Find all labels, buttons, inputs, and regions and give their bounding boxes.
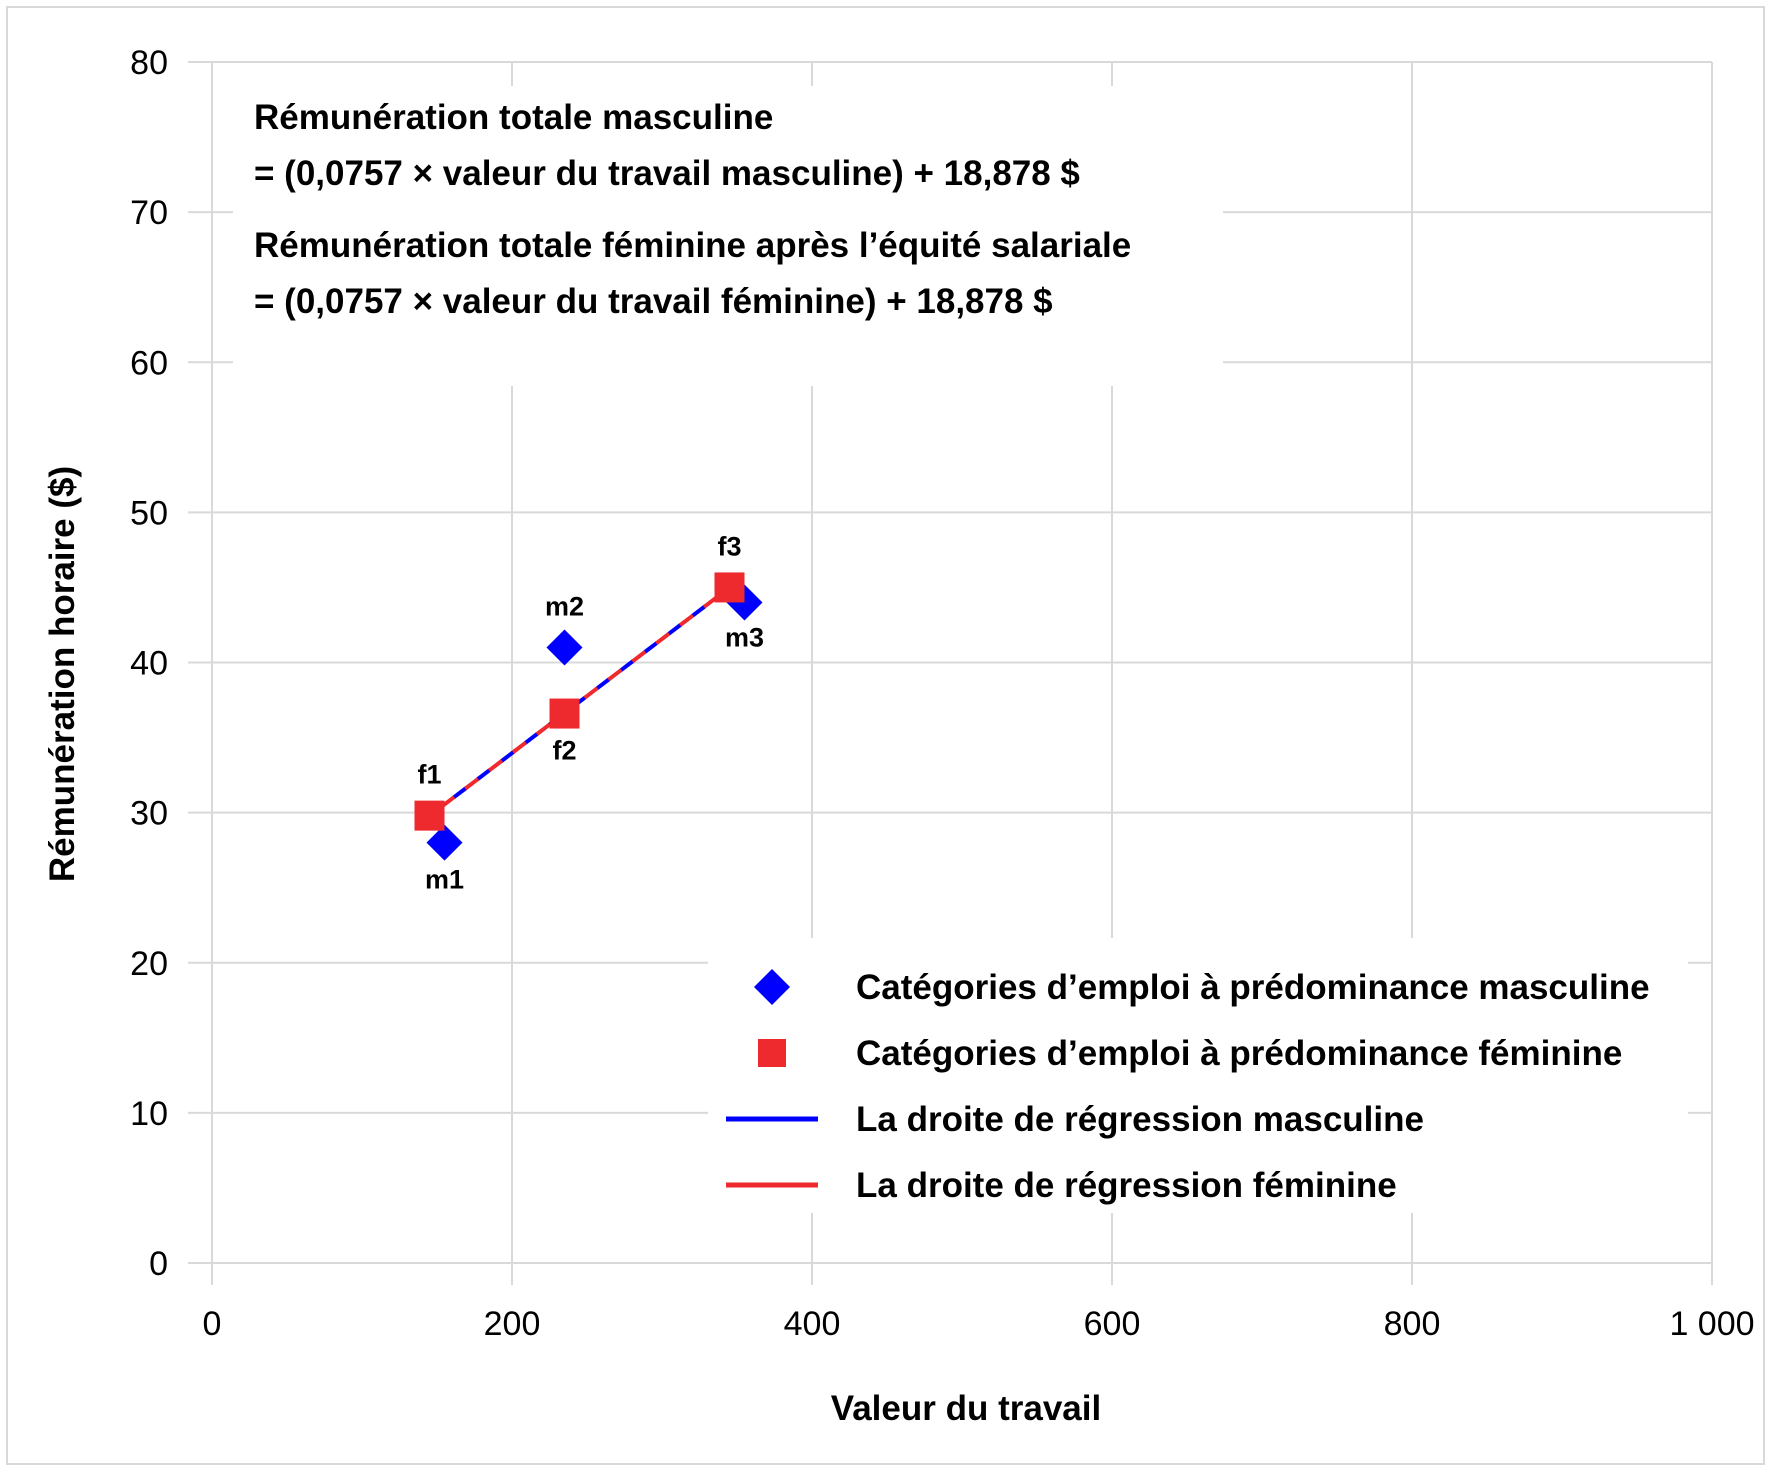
y-tick-label: 40 <box>130 645 168 683</box>
point-labels: m1 m2 m3 f1 f2 f3 <box>417 531 764 894</box>
y-tick-label: 60 <box>130 344 168 382</box>
point-label: m1 <box>425 865 464 895</box>
chart-frame: Rémunération totale masculine = (0,0757 … <box>6 6 1765 1465</box>
legend-entry-male-regression-label: La droite de régression masculine <box>856 1100 1424 1139</box>
legend-entry-female-categories-label: Catégories d’emploi à prédominance fémin… <box>856 1034 1622 1073</box>
y-tick-label: 80 <box>130 44 168 82</box>
male-diamond-marker <box>426 824 463 861</box>
y-tick-label: 0 <box>149 1245 168 1283</box>
annotation-line-1: Rémunération totale masculine <box>254 98 773 137</box>
annotation-line-3: Rémunération totale féminine après l’équ… <box>254 226 1131 265</box>
y-tick-label: 50 <box>130 494 168 532</box>
data-markers <box>414 572 763 861</box>
male-diamond-marker <box>546 629 583 666</box>
point-label: m2 <box>545 591 584 621</box>
legend-entry-female-regression-label: La droite de régression féminine <box>856 1166 1397 1205</box>
y-tick-label: 10 <box>130 1095 168 1133</box>
female-square-marker <box>714 572 745 603</box>
annotation-line-2: = (0,0757 × valeur du travail masculine)… <box>254 154 1080 193</box>
legend-background <box>708 938 1688 1213</box>
point-label: m3 <box>725 622 764 652</box>
chart-svg: Rémunération totale masculine = (0,0757 … <box>43 44 1755 1428</box>
legend-square-symbol <box>758 1039 786 1067</box>
x-tick-label: 400 <box>784 1305 841 1343</box>
x-tick-label: 1 000 <box>1669 1305 1754 1343</box>
point-label: f2 <box>552 736 576 766</box>
x-tick-label: 0 <box>203 1305 222 1343</box>
x-tick-label: 200 <box>484 1305 541 1343</box>
y-tick-label: 30 <box>130 795 168 833</box>
y-tick-label: 70 <box>130 194 168 232</box>
point-label: f1 <box>417 760 441 790</box>
legend-diamond-symbol <box>754 969 790 1005</box>
y-tick-label: 20 <box>130 945 168 983</box>
annotation-background <box>233 86 1223 386</box>
legend-entry-male-categories-label: Catégories d’emploi à prédominance mascu… <box>856 968 1650 1007</box>
x-tick-label: 800 <box>1384 1305 1441 1343</box>
x-tick-label: 600 <box>1084 1305 1141 1343</box>
equation-annotation: Rémunération totale masculine = (0,0757 … <box>233 86 1223 386</box>
x-axis-title: Valeur du travail <box>831 1389 1101 1428</box>
annotation-line-4: = (0,0757 × valeur du travail féminine) … <box>254 282 1053 321</box>
y-axis-title: Rémunération horaire ($) <box>43 466 82 882</box>
female-square-marker <box>549 698 580 729</box>
female-square-marker <box>414 800 445 831</box>
point-label: f3 <box>717 531 741 561</box>
legend: Catégories d’emploi à prédominance mascu… <box>708 938 1688 1213</box>
